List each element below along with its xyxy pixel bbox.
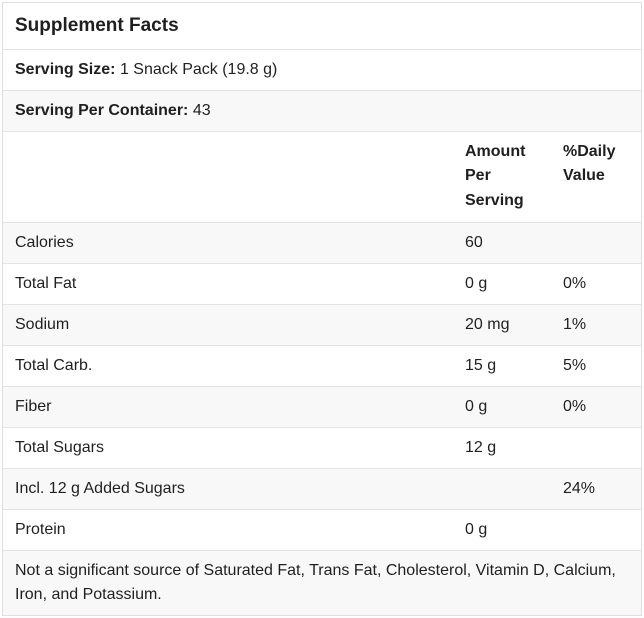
table-row: Fiber 0 g 0% (3, 386, 641, 428)
row-label: Fiber (15, 397, 52, 415)
facts-title-row: Supplement Facts (3, 3, 641, 49)
row-label: Calories (15, 233, 74, 251)
serving-size-row: Serving Size: 1 Snack Pack (19.8 g) (3, 49, 641, 90)
facts-table-body: Serving Size: 1 Snack Pack (19.8 g) Serv… (3, 49, 641, 615)
row-daily-value (551, 427, 641, 468)
table-row: Calories 60 (3, 222, 641, 264)
row-amount: 60 (465, 233, 483, 251)
row-label: Incl. 12 g Added Sugars (15, 479, 185, 497)
row-label: Total Carb. (15, 356, 93, 374)
table-row: Protein 0 g (3, 509, 641, 550)
table-row: Sodium 20 mg 1% (3, 304, 641, 346)
facts-title: Supplement Facts (15, 15, 179, 36)
row-daily-value (551, 222, 641, 263)
row-amount: 15 g (465, 356, 497, 374)
amount-per-serving-header: Amount Per Serving (465, 142, 526, 210)
column-header-row: Amount Per Serving %Daily Value (3, 131, 641, 222)
row-amount (453, 468, 551, 509)
row-daily-value: 5% (563, 356, 587, 374)
daily-value-header: %Daily Value (563, 142, 616, 185)
row-daily-value: 0% (563, 274, 587, 292)
row-daily-value: 24% (563, 479, 596, 497)
facts-table: Supplement Facts Serving Size: 1 Snack P… (3, 3, 641, 615)
row-daily-value: 1% (563, 315, 587, 333)
table-row: Total Sugars 12 g (3, 427, 641, 468)
row-label: Sodium (15, 315, 70, 333)
row-amount: 12 g (465, 438, 497, 456)
footnote-text: Not a significant source of Saturated Fa… (15, 561, 616, 603)
row-amount: 0 g (465, 397, 488, 415)
row-label: Total Fat (15, 274, 77, 292)
servings-per-container-row: Serving Per Container: 43 (3, 90, 641, 132)
row-label: Protein (15, 520, 66, 538)
row-amount: 20 mg (465, 315, 510, 333)
servings-per-container-value: 43 (192, 101, 211, 119)
nutrient-column-header (3, 131, 453, 222)
row-daily-value: 0% (563, 397, 587, 415)
table-row: Total Carb. 15 g 5% (3, 345, 641, 386)
serving-size-label: Serving Size: (15, 60, 116, 78)
row-label: Total Sugars (15, 438, 104, 456)
row-amount: 0 g (465, 520, 488, 538)
serving-size-value: 1 Snack Pack (19.8 g) (119, 60, 278, 78)
footnote-row: Not a significant source of Saturated Fa… (3, 550, 641, 615)
row-amount: 0 g (465, 274, 488, 292)
row-daily-value (551, 509, 641, 550)
servings-per-container-label: Serving Per Container: (15, 101, 189, 119)
table-row: Incl. 12 g Added Sugars 24% (3, 468, 641, 510)
table-row: Total Fat 0 g 0% (3, 263, 641, 304)
